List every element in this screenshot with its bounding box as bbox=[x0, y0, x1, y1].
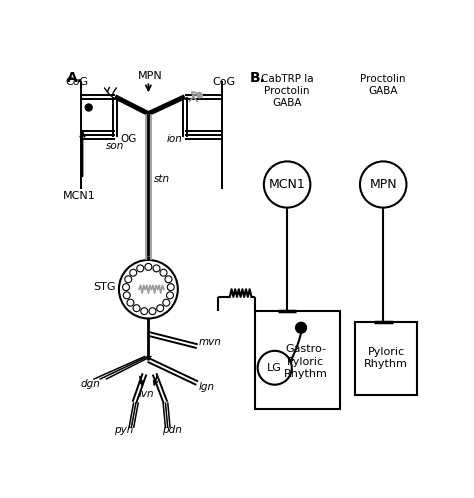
Circle shape bbox=[360, 161, 406, 208]
Circle shape bbox=[157, 305, 164, 312]
Circle shape bbox=[258, 351, 292, 384]
Circle shape bbox=[130, 269, 137, 276]
Circle shape bbox=[197, 93, 202, 98]
Circle shape bbox=[149, 308, 156, 315]
Circle shape bbox=[145, 263, 152, 270]
Text: CoG: CoG bbox=[65, 77, 89, 87]
Text: lvn: lvn bbox=[139, 389, 155, 399]
Text: LG: LG bbox=[267, 363, 282, 373]
Circle shape bbox=[125, 276, 132, 283]
Text: OG: OG bbox=[120, 134, 137, 144]
Text: STG: STG bbox=[93, 281, 116, 291]
Text: Proctolin
GABA: Proctolin GABA bbox=[360, 74, 406, 96]
Circle shape bbox=[165, 276, 172, 283]
Bar bbox=[356, 322, 417, 395]
Text: MCN1: MCN1 bbox=[269, 178, 305, 191]
Text: mvn: mvn bbox=[199, 337, 222, 347]
Circle shape bbox=[163, 299, 170, 306]
Text: lgn: lgn bbox=[199, 381, 215, 391]
Circle shape bbox=[127, 299, 134, 306]
Text: CabTRP Ia
Proctolin
GABA: CabTRP Ia Proctolin GABA bbox=[261, 74, 313, 109]
Text: CoG: CoG bbox=[213, 77, 236, 87]
Text: Gastro-
Pyloric
Rhythm: Gastro- Pyloric Rhythm bbox=[284, 344, 328, 379]
Text: son: son bbox=[106, 141, 124, 151]
Circle shape bbox=[133, 305, 140, 312]
Text: stn: stn bbox=[154, 174, 170, 184]
Circle shape bbox=[167, 284, 174, 291]
Circle shape bbox=[119, 260, 178, 319]
Text: MPN: MPN bbox=[369, 178, 397, 191]
Circle shape bbox=[122, 284, 129, 291]
Circle shape bbox=[85, 104, 92, 111]
Text: B.: B. bbox=[250, 71, 266, 85]
Circle shape bbox=[141, 308, 148, 315]
Circle shape bbox=[160, 269, 167, 276]
Circle shape bbox=[166, 292, 173, 299]
Text: A.: A. bbox=[67, 71, 83, 85]
Circle shape bbox=[296, 322, 307, 333]
Circle shape bbox=[137, 265, 144, 272]
Text: pyn: pyn bbox=[114, 425, 133, 435]
Bar bbox=[255, 311, 340, 409]
Text: MPN: MPN bbox=[137, 71, 162, 81]
Text: ion: ion bbox=[166, 134, 182, 144]
Text: dgn: dgn bbox=[81, 379, 101, 389]
Text: MCN1: MCN1 bbox=[63, 191, 96, 201]
Circle shape bbox=[123, 292, 130, 299]
Circle shape bbox=[264, 161, 310, 208]
Text: pdn: pdn bbox=[162, 425, 182, 435]
Circle shape bbox=[153, 265, 160, 272]
Text: Pyloric
Rhythm: Pyloric Rhythm bbox=[365, 347, 408, 369]
